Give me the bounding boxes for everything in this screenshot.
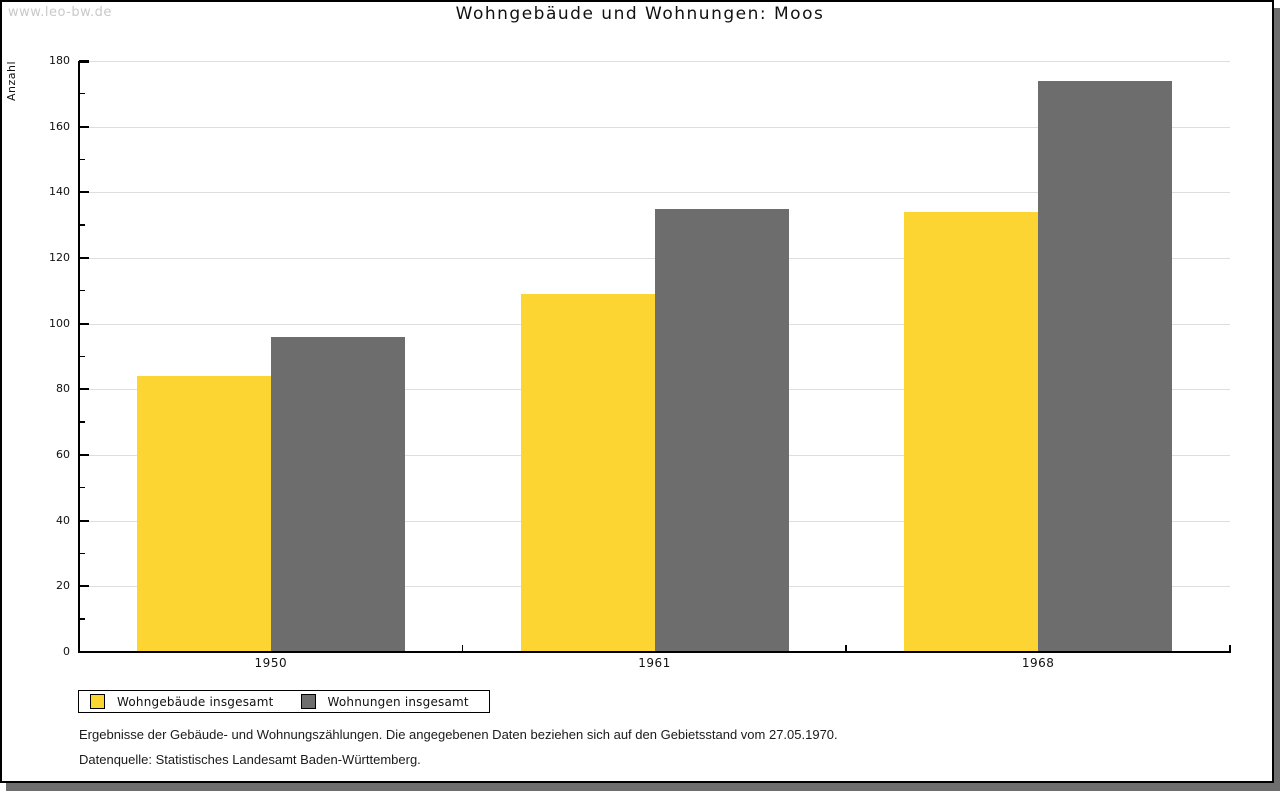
y-tick-label-120: 120 [49, 251, 70, 264]
y-major-tick [79, 322, 89, 325]
y-minor-tick [79, 289, 85, 292]
legend-label-wohnungen: Wohnungen insgesamt [327, 694, 469, 709]
legend-item-wohnungen: Wohnungen insgesamt [300, 694, 469, 709]
x-tick-label-1968: 1968 [1021, 656, 1055, 670]
y-tick-label-40: 40 [56, 513, 70, 527]
legend-swatch-gray [300, 694, 316, 709]
bar-1950-series-1 [270, 336, 405, 652]
x-tick-label-1961: 1961 [638, 656, 671, 670]
gridline [79, 192, 1230, 194]
y-tick-label-180: 180 [49, 54, 70, 67]
y-major-tick [79, 125, 89, 128]
gridline [79, 126, 1230, 128]
bar-1961-series-1 [654, 208, 789, 652]
y-minor-tick [79, 421, 85, 423]
y-major-tick [79, 454, 89, 456]
chart-title: Wohngebäude und Wohnungen: Moos [455, 4, 825, 24]
y-axis-top-cap [79, 61, 89, 63]
y-minor-tick [79, 618, 85, 620]
y-major-tick [79, 519, 89, 522]
bar-1961-series-0 [520, 294, 655, 652]
y-major-tick [79, 388, 89, 391]
y-minor-tick [79, 158, 85, 160]
y-minor-tick [79, 224, 85, 226]
y-minor-tick [79, 552, 85, 554]
x-boundary-tick [1229, 645, 1231, 652]
legend-label-wohngebaeude: Wohngebäude insgesamt [117, 694, 274, 709]
x-axis-line [78, 651, 1231, 653]
y-tick-label-20: 20 [56, 579, 70, 593]
y-tick-label-0: 0 [63, 645, 70, 658]
y-minor-tick [79, 355, 85, 357]
y-minor-tick [79, 486, 85, 489]
y-tick-label-100: 100 [49, 316, 70, 330]
y-tick-label-80: 80 [56, 382, 70, 396]
watermark-url: www.leo-bw.de [8, 5, 112, 20]
y-major-tick [79, 585, 89, 588]
y-minor-tick [79, 92, 85, 95]
bar-1968-series-1 [1038, 80, 1173, 652]
y-axis-line [78, 61, 80, 653]
footnote-line-2: Datenquelle: Statistisches Landesamt Bad… [79, 752, 421, 767]
bar-1950-series-0 [136, 376, 271, 652]
x-tick-label-1950: 1950 [254, 656, 288, 670]
y-tick-label-140: 140 [49, 185, 70, 199]
y-major-tick [79, 257, 89, 259]
legend-item-wohngebaeude: Wohngebäude insgesamt [90, 694, 274, 709]
y-tick-label-160: 160 [49, 119, 70, 133]
gridline [79, 61, 1230, 62]
x-boundary-tick [461, 645, 464, 652]
y-tick-label-60: 60 [56, 448, 70, 461]
footnote-line-1: Ergebnisse der Gebäude- und Wohnungszähl… [79, 727, 838, 742]
x-boundary-tick [845, 645, 847, 652]
legend-swatch-yellow [90, 694, 105, 709]
legend: Wohngebäude insgesamt Wohnungen insgesam… [78, 690, 490, 713]
y-major-tick [79, 191, 89, 194]
bar-1968-series-0 [904, 212, 1039, 652]
